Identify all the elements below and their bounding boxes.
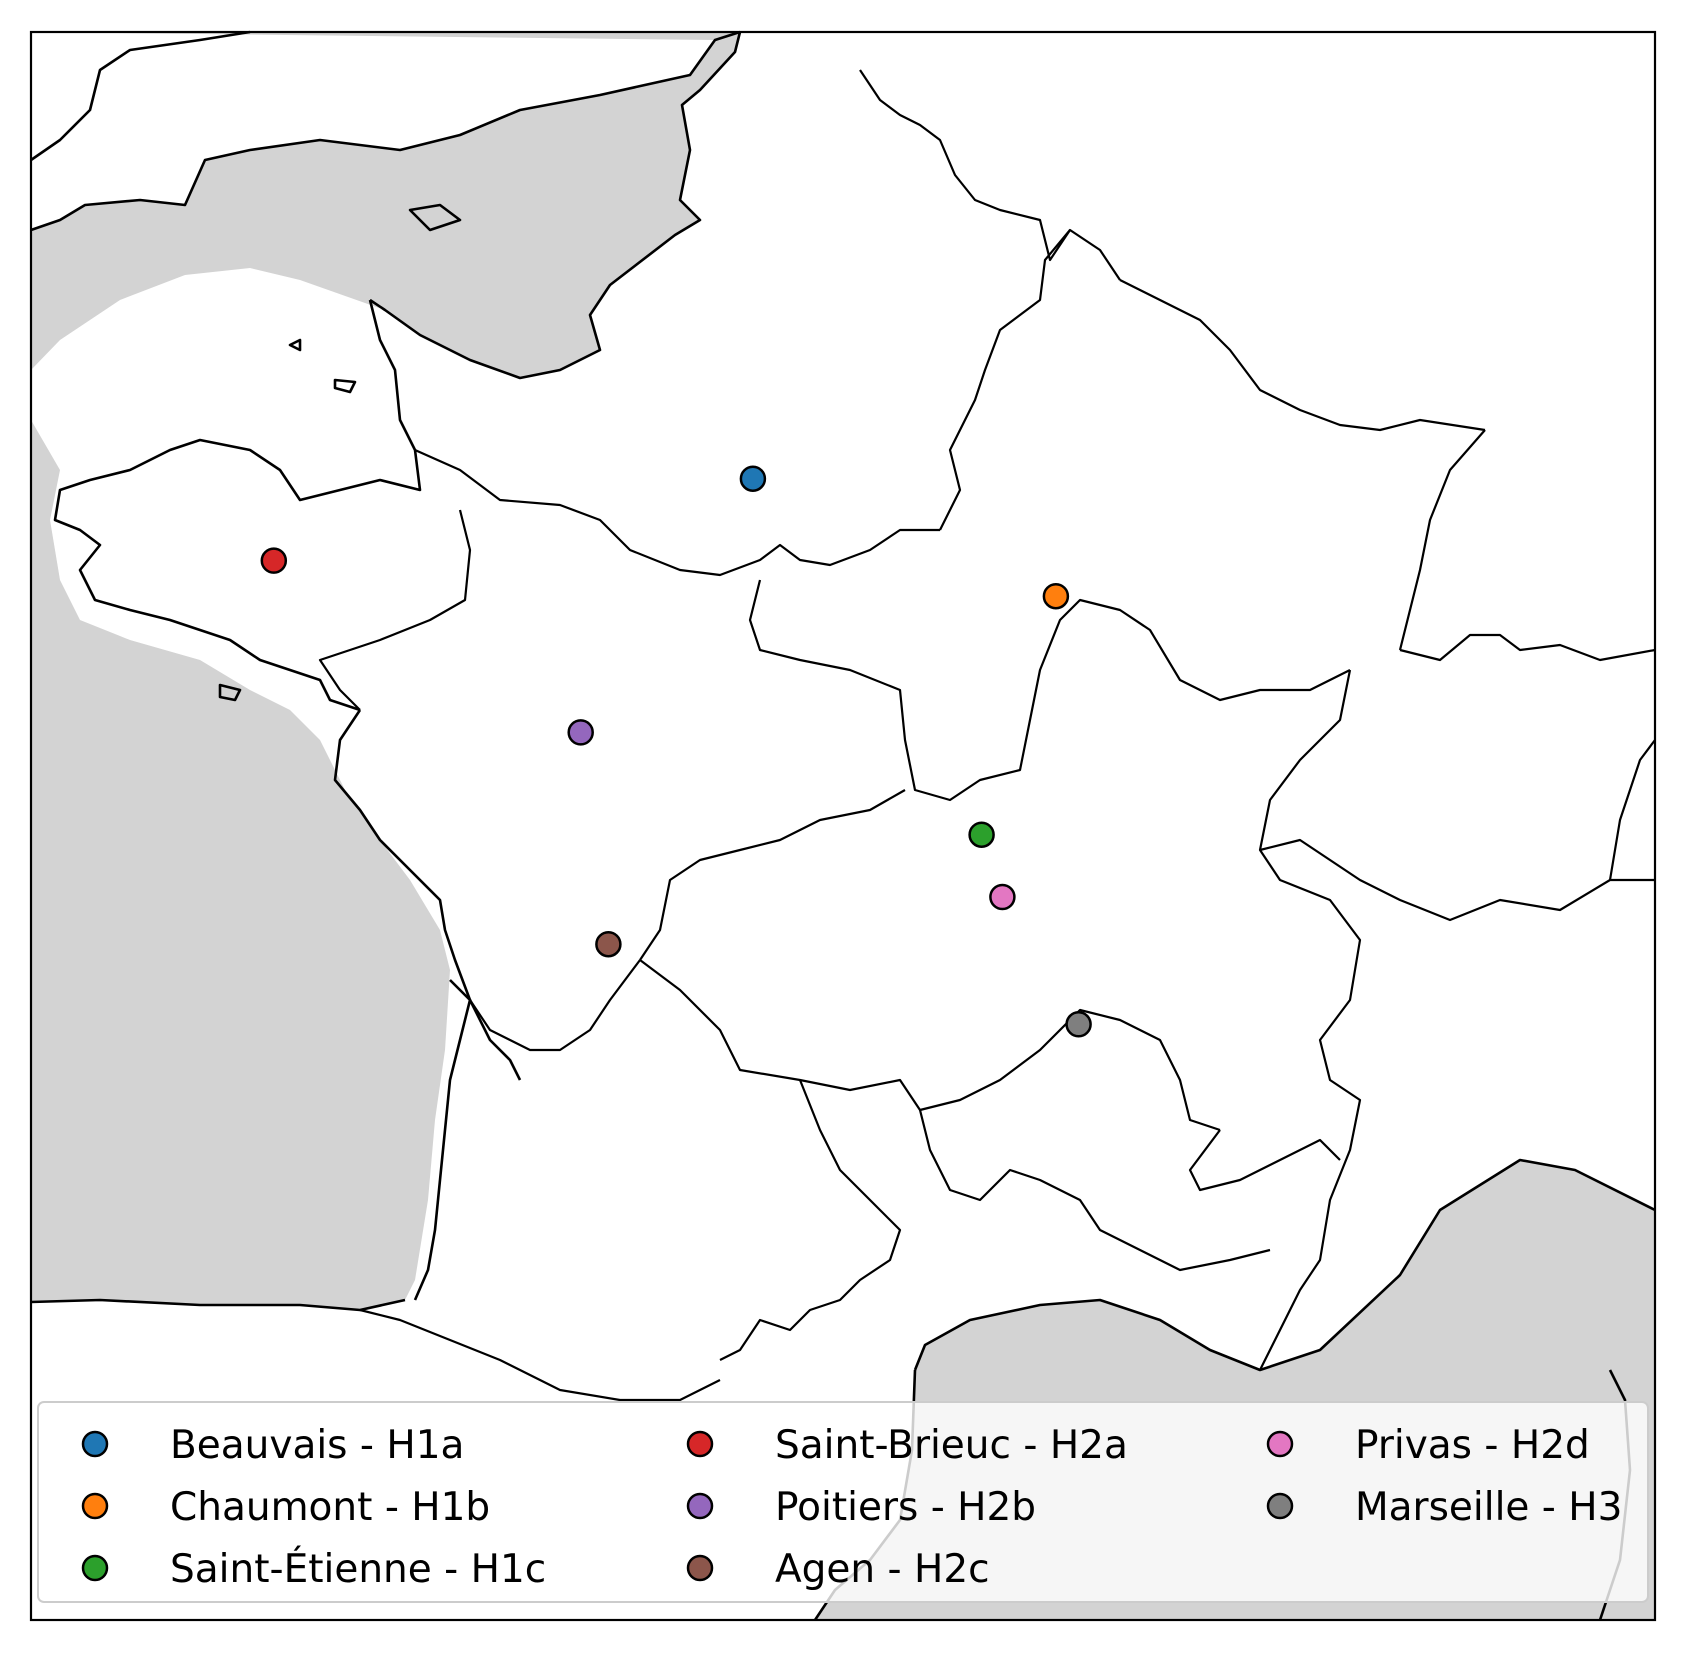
legend-marker <box>686 1492 714 1520</box>
map-frame <box>29 30 1657 1622</box>
legend-box <box>37 1401 1649 1603</box>
legend-label: Marseille - H3 <box>1355 1485 1622 1530</box>
legend-item: Beauvais - H1a <box>81 1423 464 1468</box>
legend-label: Saint-Brieuc - H2a <box>775 1423 1128 1468</box>
legend-item: Saint-Brieuc - H2a <box>686 1423 1128 1468</box>
city-marker-privas[interactable] <box>989 883 1016 911</box>
legend-marker <box>686 1554 714 1582</box>
legend-label: Agen - H2c <box>775 1547 990 1592</box>
legend-item: Chaumont - H1b <box>81 1485 490 1530</box>
legend-marker <box>81 1430 109 1458</box>
legend-marker <box>81 1554 109 1582</box>
english-channel <box>31 32 740 378</box>
legend-label: Poitiers - H2b <box>775 1485 1036 1530</box>
legend-marker <box>686 1430 714 1458</box>
legend-marker <box>1266 1430 1294 1458</box>
city-marker-beauvais[interactable] <box>739 465 767 492</box>
city-marker-saint-brieuc[interactable] <box>260 547 288 574</box>
legend-item: Agen - H2c <box>686 1547 990 1592</box>
legend-item: Poitiers - H2b <box>686 1485 1036 1530</box>
legend-label: Privas - H2d <box>1355 1423 1590 1468</box>
legend-label: Beauvais - H1a <box>170 1423 464 1468</box>
city-markers <box>260 465 1092 1038</box>
legend-marker <box>1266 1492 1294 1520</box>
city-marker-saint-tienne[interactable] <box>968 821 995 848</box>
sea-areas <box>31 32 1655 1620</box>
legend-item: Saint-Étienne - H1c <box>81 1545 546 1592</box>
legend-label: Chaumont - H1b <box>170 1485 490 1530</box>
city-marker-marseille[interactable] <box>1065 1011 1092 1038</box>
legend-label: Saint-Étienne - H1c <box>170 1545 546 1592</box>
legend: Beauvais - H1a Chaumont - H1b Saint-Étienn… <box>37 1401 1649 1603</box>
legend-marker <box>81 1492 109 1520</box>
city-marker-chaumont[interactable] <box>1042 582 1070 610</box>
city-marker-agen[interactable] <box>595 930 622 958</box>
legend-item: Privas - H2d <box>1266 1423 1590 1468</box>
city-marker-poitiers[interactable] <box>567 719 594 746</box>
atlantic-ocean <box>31 420 450 1310</box>
legend-item: Marseille - H3 <box>1266 1485 1622 1530</box>
region-borders <box>318 69 1656 1402</box>
